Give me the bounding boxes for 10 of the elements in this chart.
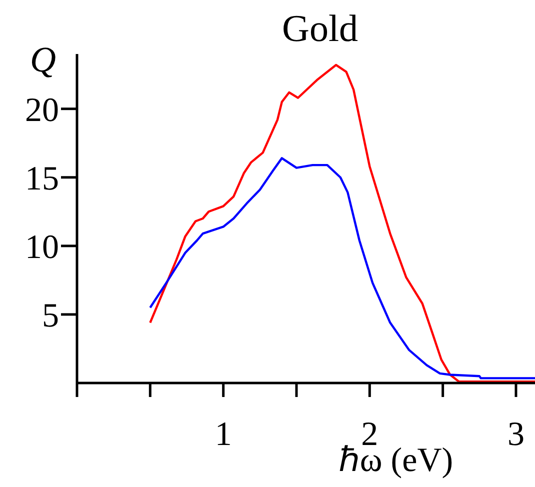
y-tick-label: 20 bbox=[25, 92, 59, 129]
chart-title: Gold bbox=[281, 7, 359, 52]
y-axis-title: Q bbox=[30, 40, 56, 80]
line-series bbox=[149, 157, 535, 380]
y-tick-label: 10 bbox=[25, 228, 59, 266]
x-tick-label: 1 bbox=[214, 416, 232, 454]
y-tick-label: 5 bbox=[42, 298, 59, 335]
x-tick-label: 3 bbox=[507, 416, 524, 454]
line-series bbox=[149, 64, 535, 383]
y-tick-label: 15 bbox=[25, 160, 59, 198]
